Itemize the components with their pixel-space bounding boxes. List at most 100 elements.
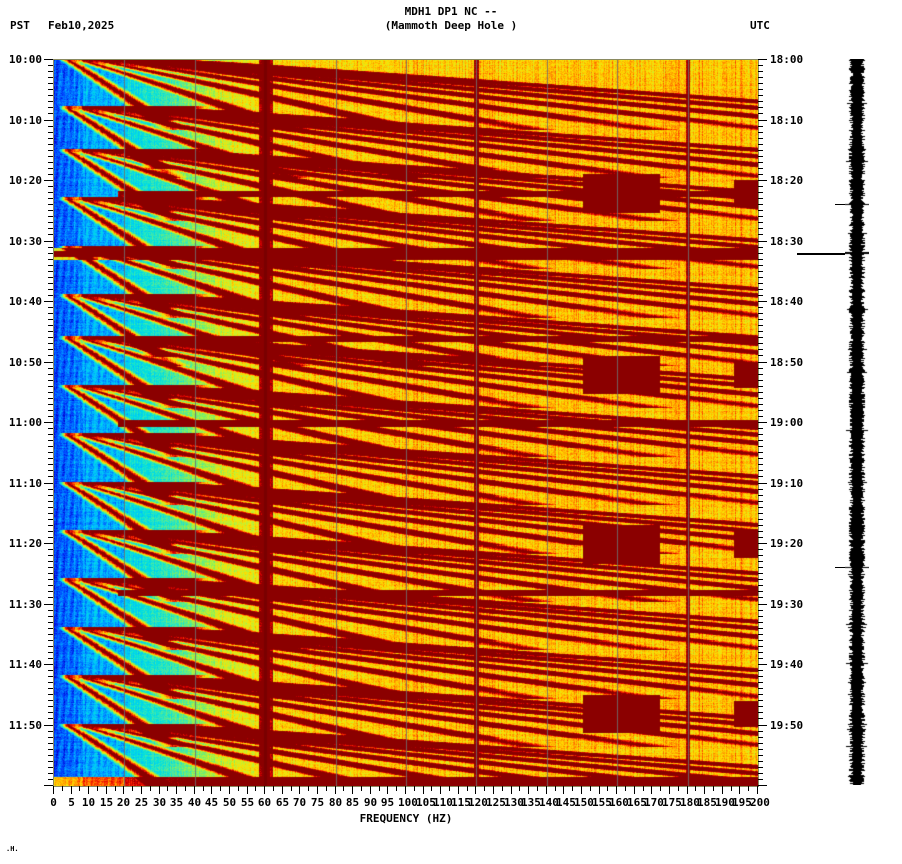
time-minor-tick xyxy=(758,83,763,84)
time-minor-tick xyxy=(758,731,763,732)
time-minor-tick xyxy=(48,259,53,260)
time-minor-tick xyxy=(48,700,53,701)
frequency-minor-tick xyxy=(449,786,450,791)
frequency-tick xyxy=(757,786,758,794)
time-major-tick xyxy=(44,604,53,605)
time-minor-tick xyxy=(48,192,53,193)
frequency-minor-tick xyxy=(695,786,696,791)
frequency-minor-tick xyxy=(748,786,749,791)
time-minor-tick xyxy=(758,718,763,719)
frequency-tick xyxy=(458,786,459,794)
utc-time-axis: 18:00 18:10 18:20 18:30 18:40 18:50 19:00 19:10… xyxy=(758,53,848,787)
frequency-minor-tick xyxy=(678,786,679,791)
time-minor-tick xyxy=(48,428,53,429)
frequency-label: 165 xyxy=(627,796,647,809)
time-minor-tick xyxy=(758,567,763,568)
time-minor-tick xyxy=(48,652,53,653)
time-minor-tick xyxy=(48,712,53,713)
time-minor-tick xyxy=(758,452,763,453)
time-minor-tick xyxy=(48,156,53,157)
time-minor-tick xyxy=(758,368,763,369)
frequency-tick xyxy=(405,786,406,794)
frequency-minor-tick xyxy=(185,786,186,791)
time-minor-tick xyxy=(758,616,763,617)
time-minor-tick xyxy=(48,307,53,308)
time-minor-tick xyxy=(48,767,53,768)
utc-time-label: 19:10 xyxy=(770,477,804,490)
time-minor-tick xyxy=(758,174,763,175)
time-minor-tick xyxy=(48,313,53,314)
frequency-label: 145 xyxy=(556,796,576,809)
time-minor-tick xyxy=(758,555,763,556)
time-minor-tick xyxy=(48,331,53,332)
page-title: MDH1 DP1 NC -- xyxy=(404,5,498,18)
frequency-minor-tick xyxy=(326,786,327,791)
time-minor-tick xyxy=(758,688,763,689)
time-minor-tick xyxy=(758,410,763,411)
time-minor-tick xyxy=(758,95,763,96)
time-minor-tick xyxy=(758,253,763,254)
pst-time-label: 10:10 xyxy=(8,114,42,127)
utc-time-label: 18:50 xyxy=(770,356,804,369)
time-minor-tick xyxy=(48,228,53,229)
frequency-minor-tick xyxy=(396,786,397,791)
time-minor-tick xyxy=(48,368,53,369)
utc-time-label: 18:30 xyxy=(770,235,804,248)
frequency-minor-tick xyxy=(308,786,309,791)
pst-time-label: 10:40 xyxy=(8,295,42,308)
time-minor-tick xyxy=(48,65,53,66)
time-minor-tick xyxy=(48,126,53,127)
time-major-tick xyxy=(44,543,53,544)
frequency-tick xyxy=(352,786,353,794)
frequency-minor-tick xyxy=(379,786,380,791)
spectrogram-plot[interactable] xyxy=(53,59,759,787)
time-minor-tick xyxy=(48,658,53,659)
time-minor-tick xyxy=(48,204,53,205)
frequency-tick xyxy=(669,786,670,794)
time-major-tick xyxy=(44,301,53,302)
frequency-minor-tick xyxy=(238,786,239,791)
time-minor-tick xyxy=(48,573,53,574)
time-minor-tick xyxy=(758,162,763,163)
time-minor-tick xyxy=(48,186,53,187)
frequency-tick xyxy=(211,786,212,794)
time-minor-tick xyxy=(758,507,763,508)
time-minor-tick xyxy=(48,549,53,550)
pst-time-label: 11:30 xyxy=(8,598,42,611)
frequency-minor-tick xyxy=(519,786,520,791)
time-minor-tick xyxy=(758,428,763,429)
time-minor-tick xyxy=(758,531,763,532)
frequency-tick xyxy=(651,786,652,794)
time-minor-tick xyxy=(758,222,763,223)
frequency-tick xyxy=(563,786,564,794)
time-minor-tick xyxy=(48,470,53,471)
time-minor-tick xyxy=(758,682,763,683)
time-minor-tick xyxy=(758,398,763,399)
time-minor-tick xyxy=(758,628,763,629)
time-minor-tick xyxy=(758,113,763,114)
frequency-tick xyxy=(387,786,388,794)
frequency-tick xyxy=(335,786,336,794)
frequency-label: 185 xyxy=(697,796,717,809)
time-minor-tick xyxy=(48,295,53,296)
frequency-minor-tick xyxy=(291,786,292,791)
frequency-label: 150 xyxy=(574,796,594,809)
time-minor-tick xyxy=(48,597,53,598)
frequency-minor-tick xyxy=(167,786,168,791)
frequency-label: 180 xyxy=(680,796,700,809)
time-minor-tick xyxy=(48,198,53,199)
time-minor-tick xyxy=(758,597,763,598)
helicorder-spike xyxy=(797,253,845,255)
frequency-minor-tick xyxy=(555,786,556,791)
utc-label: UTC xyxy=(750,19,770,32)
time-minor-tick xyxy=(758,216,763,217)
frequency-label: 175 xyxy=(662,796,682,809)
time-minor-tick xyxy=(758,470,763,471)
time-minor-tick xyxy=(758,319,763,320)
time-minor-tick xyxy=(48,567,53,568)
time-major-tick xyxy=(758,604,767,605)
time-minor-tick xyxy=(758,374,763,375)
pst-time-label: 10:30 xyxy=(8,235,42,248)
helicorder-spike xyxy=(835,204,845,205)
time-minor-tick xyxy=(48,755,53,756)
